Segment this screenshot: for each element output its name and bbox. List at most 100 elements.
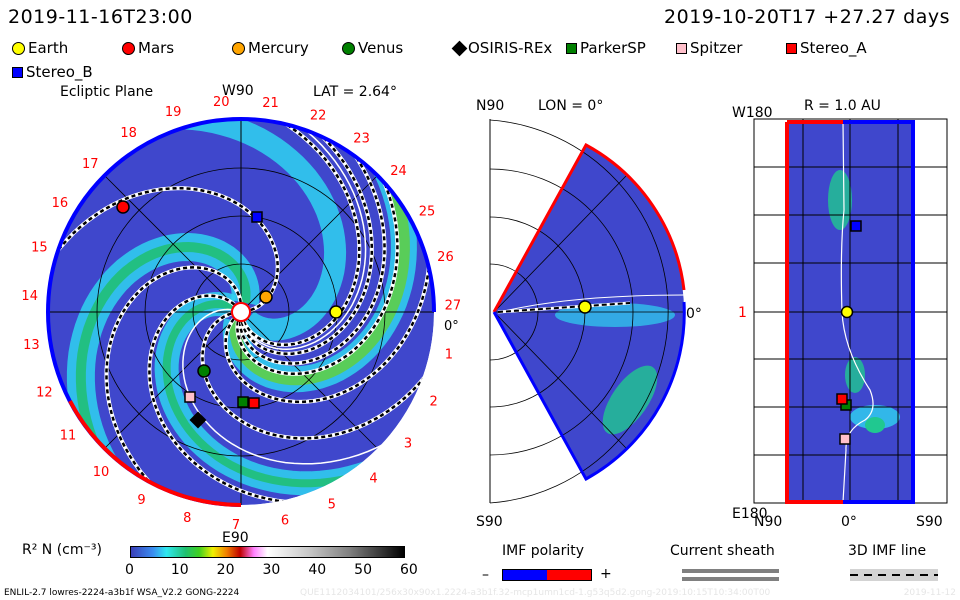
earth-marker-icon <box>12 41 25 55</box>
imf-line <box>224 228 432 404</box>
legend-label: OSIRIS-REx <box>468 39 553 57</box>
stereo-b-marker <box>850 220 862 232</box>
carrington-label: 4 <box>369 472 377 487</box>
colorbar-tick-label: 50 <box>354 562 372 578</box>
w90-label: W90 <box>222 83 254 99</box>
mercury-marker <box>259 290 273 304</box>
earth-marker <box>329 305 343 319</box>
carrington-label: 27 <box>445 299 462 314</box>
run-id: QUE1112034101/256x30x90x1.2224-a3b1f.32-… <box>300 588 771 598</box>
carrington-label: 1 <box>445 348 453 363</box>
stereo-a-marker <box>248 397 260 409</box>
legend-label: Venus <box>358 39 404 57</box>
n90-label: N90 <box>476 98 504 114</box>
legend-label: Earth <box>28 39 69 57</box>
imf-line <box>201 312 434 440</box>
carrington-label: 9 <box>137 493 145 508</box>
one-tick-label: 1 <box>738 305 747 321</box>
current-sheath-swatch-bottom <box>682 577 779 581</box>
sphere-title: R = 1.0 AU <box>804 98 881 114</box>
osiris-rex-marker <box>189 411 207 429</box>
current-sheet-line <box>230 119 367 350</box>
density-feature <box>865 417 885 433</box>
imf-spiral-lines <box>48 119 434 505</box>
imf-line <box>240 119 374 356</box>
imf-polarity-negative <box>492 301 686 482</box>
carrington-label: 22 <box>310 109 327 124</box>
legend-stereo-b: Stereo_B <box>12 63 93 81</box>
ecliptic-title: Ecliptic Plane <box>60 84 153 100</box>
carrington-label: 10 <box>93 465 110 480</box>
imf-line-3d-dashes <box>497 302 631 313</box>
imf-line-label: 3D IMF line <box>848 543 927 559</box>
carrington-label: 2 <box>430 394 438 409</box>
earth-marker <box>578 300 592 314</box>
imf-line <box>148 294 319 505</box>
legend-label: Stereo_A <box>800 39 867 57</box>
colorbar-tick-label: 40 <box>308 562 327 578</box>
mars-marker <box>116 200 130 214</box>
ecliptic-plane-plot: Ecliptic Plane W90 LAT = 2.64° E90 0° 12… <box>21 83 461 545</box>
carrington-label: 8 <box>183 511 191 526</box>
carrington-label: 17 <box>82 157 99 172</box>
imf-polarity-negative <box>843 120 915 504</box>
carrington-label: 16 <box>52 196 69 211</box>
negative-swatch <box>503 570 547 580</box>
imf-polarity-positive <box>785 120 843 504</box>
imf-line <box>242 119 361 347</box>
sun-icon <box>231 302 251 322</box>
parkersp-marker <box>237 396 249 408</box>
meridional-plane-plot: N90 LON = 0° S90 0° <box>476 98 702 530</box>
imf-polarity-ring-positive <box>68 400 242 507</box>
parkersp-marker-icon <box>566 42 577 54</box>
current-sheet-line <box>499 294 685 313</box>
imf-line <box>105 266 242 505</box>
carrington-label: 19 <box>165 105 182 120</box>
mars-marker-icon <box>122 41 135 55</box>
zero-deg-label: 0° <box>841 514 857 530</box>
run-info: 2019-10-20T17 +27.27 days <box>664 6 950 28</box>
density-feature <box>828 170 852 230</box>
carrington-label: 6 <box>281 513 289 528</box>
imf-polarity-bar <box>502 569 592 581</box>
venus-marker-icon <box>342 41 355 55</box>
carrington-label: 3 <box>404 437 412 452</box>
colorbar <box>130 546 405 558</box>
s90-label: S90 <box>916 514 943 530</box>
stereo-b-marker-icon <box>12 66 23 78</box>
legend-label: Stereo_B <box>26 63 93 81</box>
sphere-map-plot: R = 1.0 AU W180 E180 1 N90 0° S90 <box>732 98 948 530</box>
colorbar-tick-label: 0 <box>125 562 134 578</box>
spitzer-marker <box>839 433 851 445</box>
model-info: ENLIL-2.7 lowres-2224-a3b1f WSA_V2.2 GON… <box>4 588 240 598</box>
mercury-marker-icon <box>232 41 245 55</box>
n90-label: N90 <box>754 514 782 530</box>
lon-label: LON = 0° <box>538 98 603 114</box>
carrington-label: 18 <box>120 126 137 141</box>
carrington-label: 21 <box>262 96 279 111</box>
stereo-a-marker-icon <box>786 42 797 54</box>
current-sheet-line <box>840 121 874 503</box>
run-date: 2019-11-12 <box>903 588 956 598</box>
legend-label: ParkerSP <box>580 39 646 57</box>
venus-marker <box>197 364 211 378</box>
zero-deg-label: 0° <box>444 319 459 334</box>
imf-polarity-label: IMF polarity <box>502 543 585 559</box>
s90-label: S90 <box>476 514 503 530</box>
legend-parkersp: ParkerSP <box>566 39 646 57</box>
polarity-plus-label: + <box>600 566 612 582</box>
legend-spitzer: Spitzer <box>676 39 742 57</box>
legend-mercury: Mercury <box>232 39 309 57</box>
imf-line <box>238 126 386 365</box>
stereo-b-marker <box>251 211 263 223</box>
carrington-label: 20 <box>213 95 230 110</box>
lat-label: LAT = 2.64° <box>313 84 397 100</box>
legend-label: Mercury <box>248 39 309 57</box>
legend-osiris-rex: OSIRIS-REx <box>451 39 553 57</box>
w180-label: W180 <box>732 105 773 121</box>
colorbar-tick-label: 20 <box>216 562 235 578</box>
carrington-label: 5 <box>328 498 336 513</box>
imf-line <box>48 186 279 312</box>
carrington-label: 26 <box>437 250 454 265</box>
